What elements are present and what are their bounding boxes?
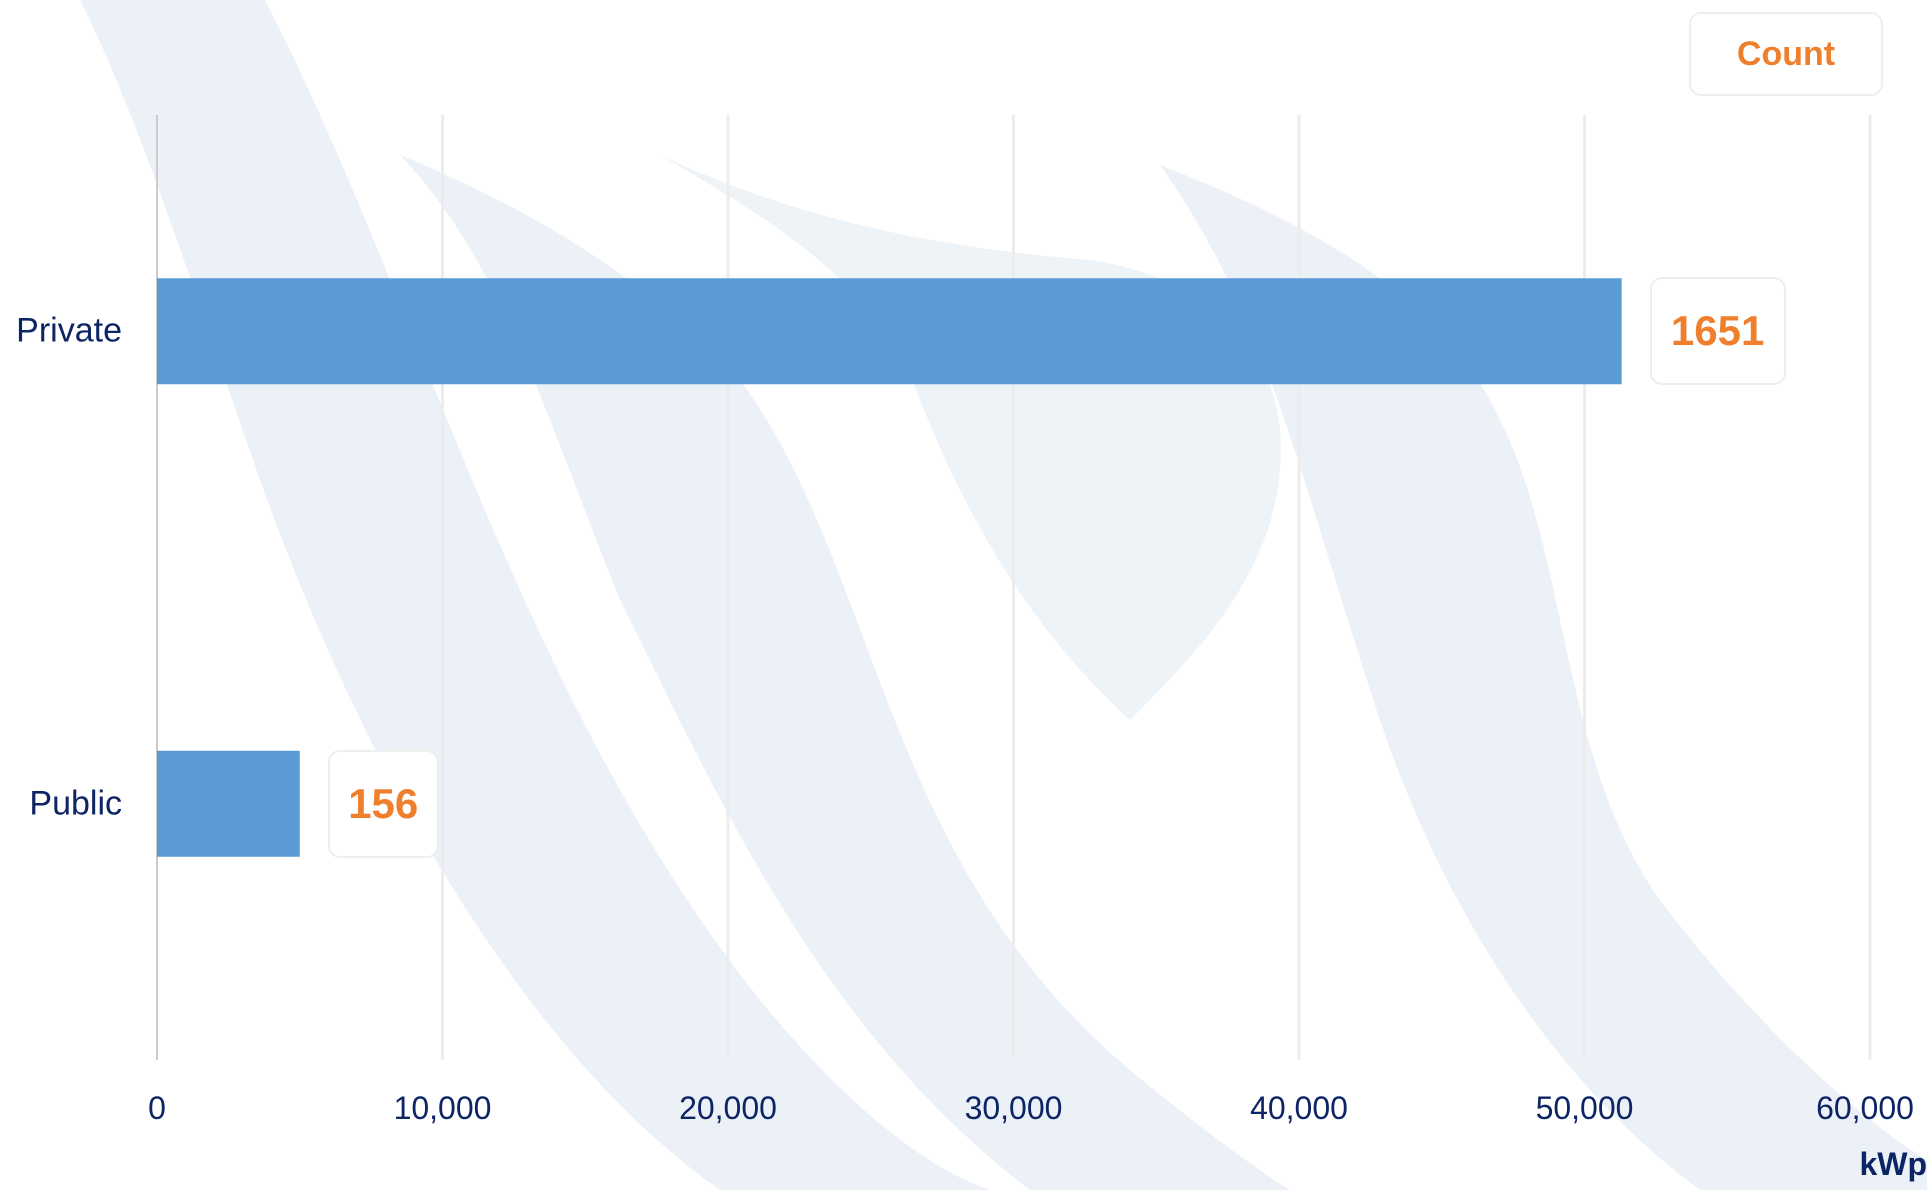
x-tick-label: 40,000 — [1250, 1090, 1348, 1126]
x-tick-label: 60,000 — [1816, 1090, 1914, 1126]
bar-private — [157, 278, 1622, 385]
legend-count-button[interactable]: Count — [1689, 12, 1883, 96]
x-tick-label: 20,000 — [679, 1090, 777, 1126]
category-label: Public — [29, 784, 122, 823]
bar-public — [157, 750, 300, 857]
watermark-ribbon — [1160, 165, 1927, 1190]
legend-label: Count — [1736, 34, 1836, 73]
category-label: Private — [16, 311, 122, 350]
x-tick-label: 0 — [148, 1090, 166, 1126]
data-label: 156 — [327, 749, 439, 858]
x-tick-label: 50,000 — [1535, 1090, 1634, 1126]
x-tick-label: 30,000 — [964, 1090, 1063, 1126]
x-tick-label: 10,000 — [393, 1090, 492, 1126]
x-axis-unit: kWp — [1859, 1146, 1927, 1182]
data-label: 1651 — [1649, 277, 1786, 386]
watermark-ribbon — [400, 155, 1290, 1190]
